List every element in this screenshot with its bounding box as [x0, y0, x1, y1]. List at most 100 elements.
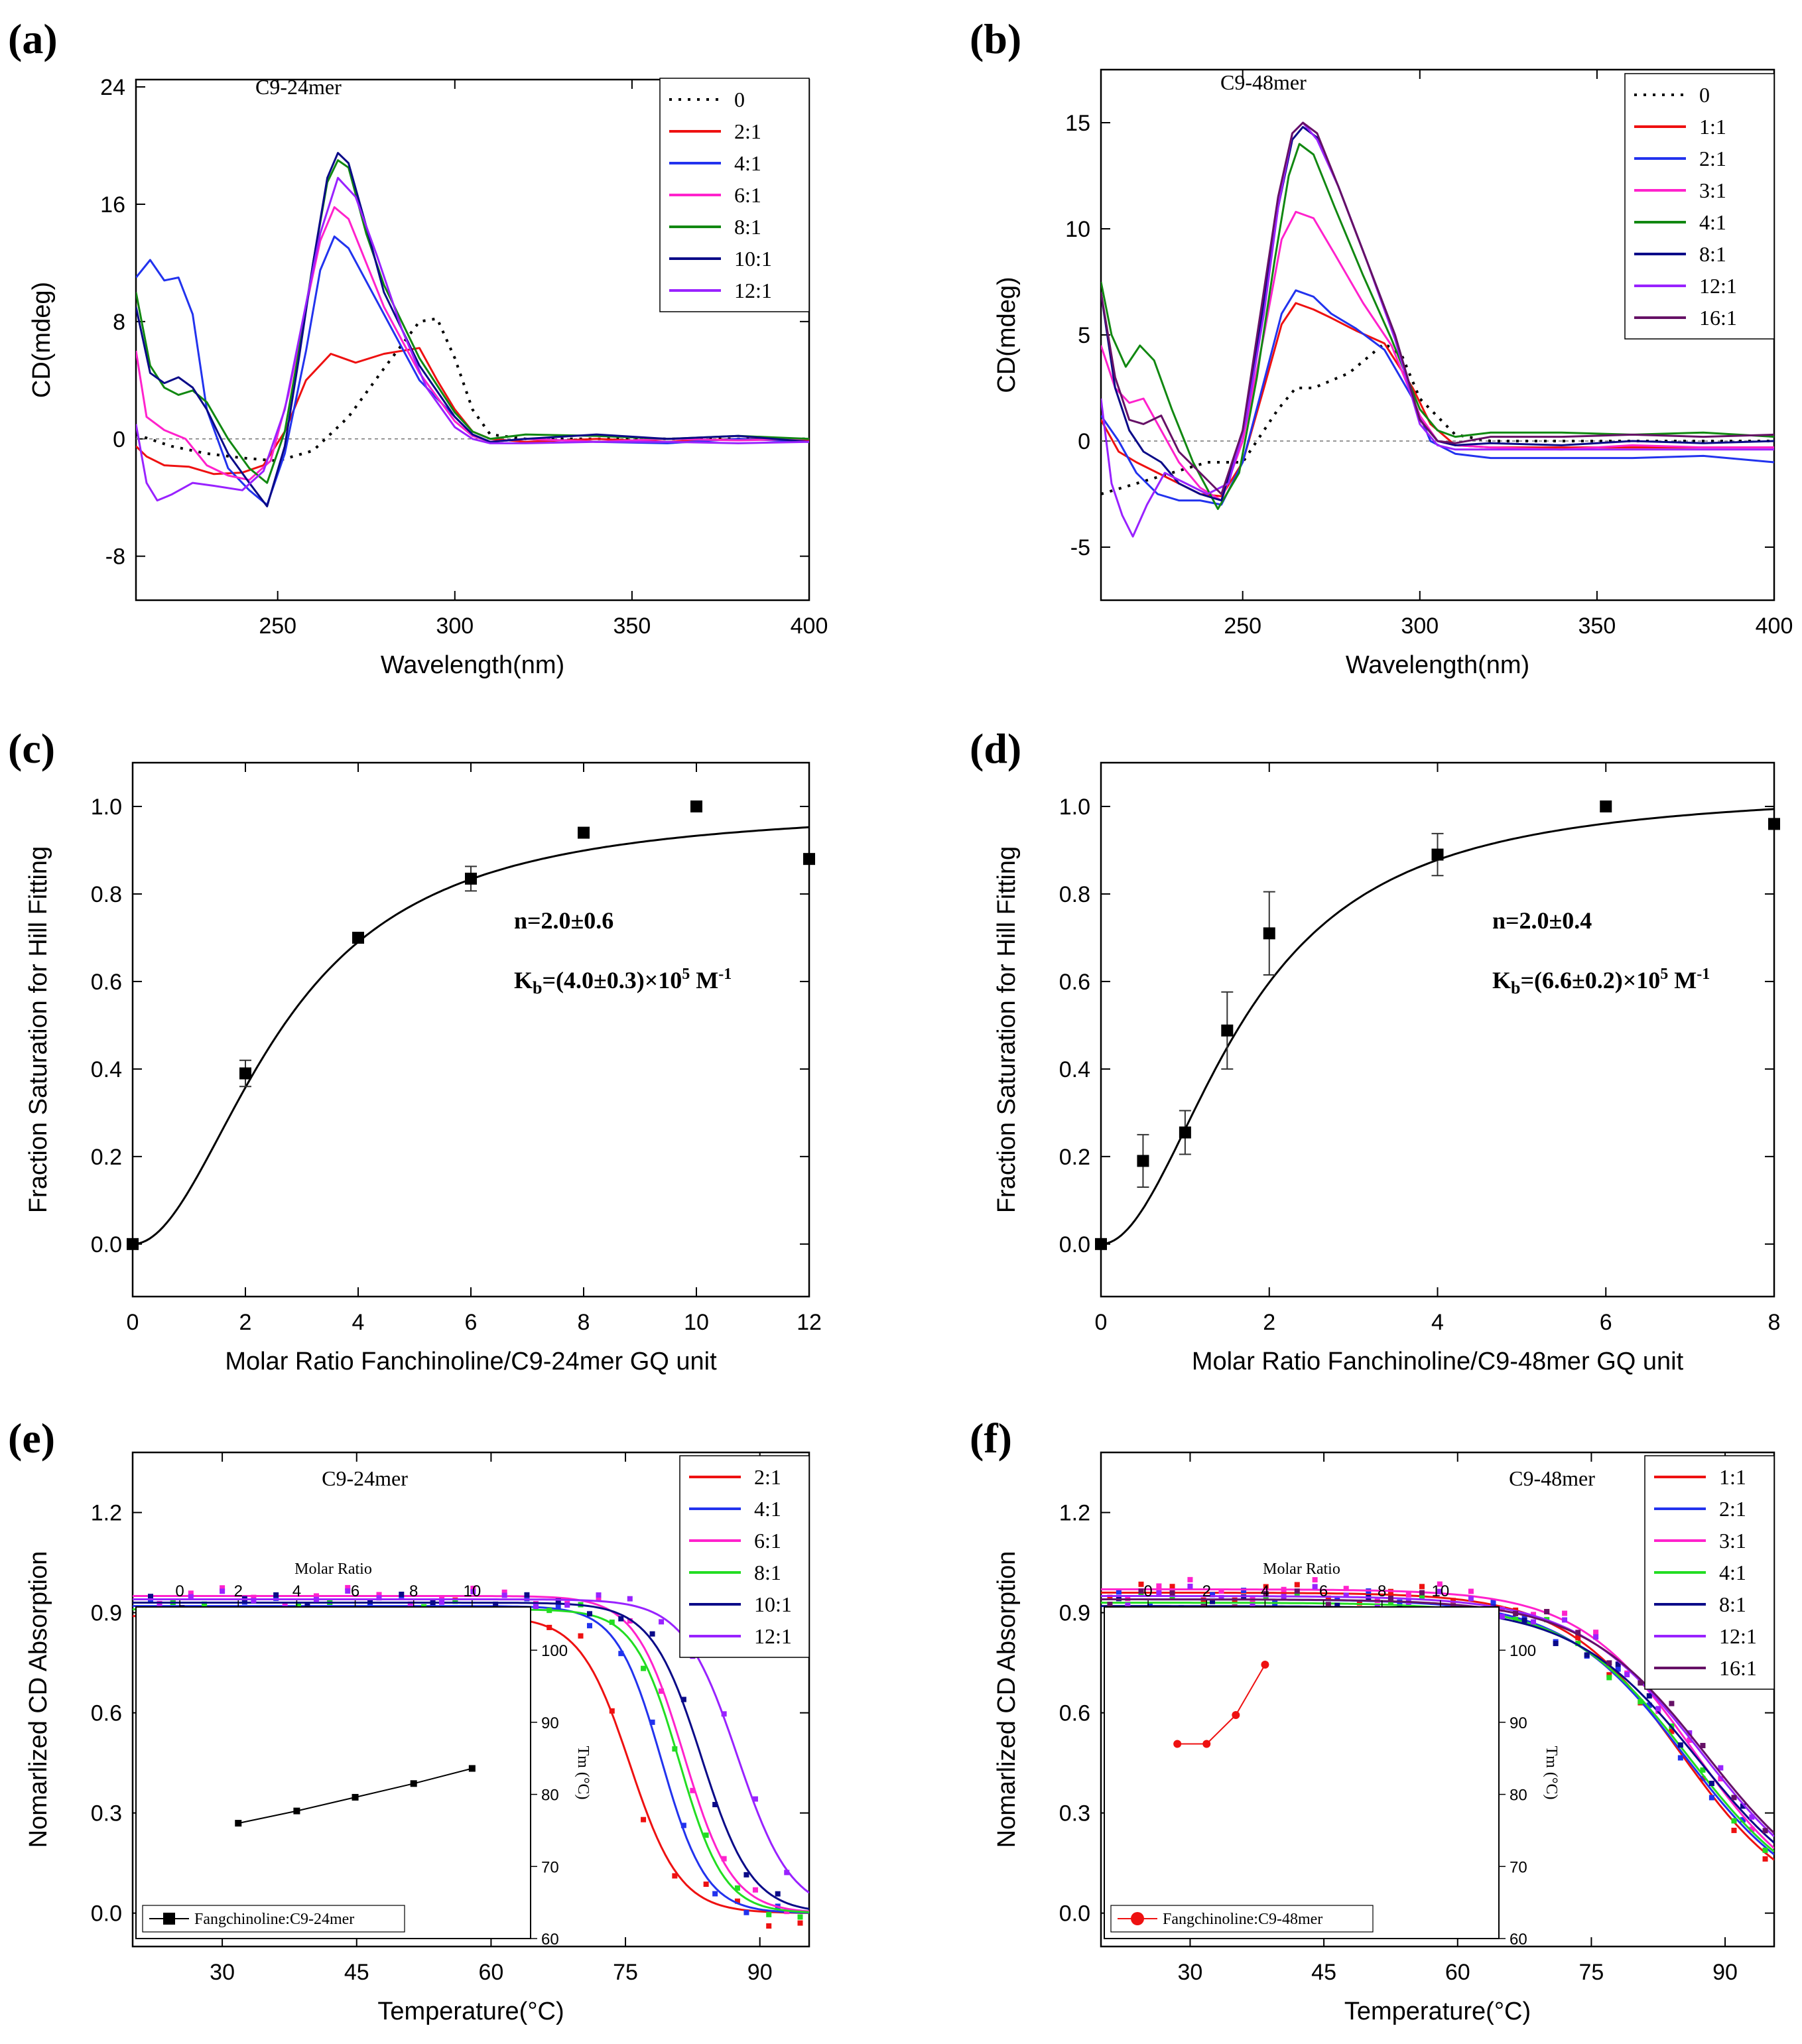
data-point-10:1 [304, 1602, 310, 1608]
series-line-0 [1101, 342, 1774, 495]
legend-entry: 0 [734, 88, 745, 111]
data-point-2:1 [766, 1923, 772, 1929]
data-point-2:1 [797, 1920, 803, 1926]
data-point-16:1 [1294, 1588, 1300, 1594]
inset-legend-label: Fangchinoline:C9-24mer [194, 1911, 354, 1928]
data-point-4:1 [1606, 1675, 1612, 1681]
inset-point [1173, 1740, 1182, 1748]
inset-legend-marker [1131, 1912, 1144, 1925]
inset-legend-marker [163, 1913, 175, 1925]
y-axis-label: Nomarlized CD Absorption [25, 1551, 52, 1848]
inset-x-tick-label: 0 [1143, 1582, 1152, 1600]
data-point-10:1 [680, 1696, 686, 1702]
data-point-12:1 [1250, 1603, 1255, 1609]
inset-x-tick-label: 0 [175, 1582, 184, 1600]
data-point-4:1 [587, 1623, 593, 1629]
panel-label: (b) [970, 15, 1021, 62]
chart-title: C9-24mer [255, 75, 342, 99]
data-point-12:1 [376, 1595, 382, 1601]
inset-y-tick-label: 80 [541, 1787, 559, 1805]
panel-d: (d) 0 2 4 6 8 0.0 0.2 0.4 0.6 0.8 1.0 Molar Ratio Fa… [970, 725, 1780, 1375]
y-tick-label: 5 [1078, 323, 1090, 348]
data-point-10:1 [524, 1592, 530, 1598]
data-point-2:1 [641, 1817, 647, 1822]
binding-constant-annotation: Kb=(4.0±0.3)×105 M-1 [514, 966, 732, 997]
data-point-8:1 [1615, 1661, 1621, 1667]
x-tick-label: 90 [747, 1960, 773, 1985]
data-point-6:1 [470, 1585, 476, 1591]
data-point [803, 853, 815, 865]
data-point-4:1 [399, 1595, 405, 1601]
legend: 1:1 2:1 3:1 4:1 8:1 12:1 16:1 [1644, 1455, 1775, 1690]
legend-entry: 2:1 [734, 119, 761, 143]
plot-frame [135, 78, 810, 602]
inset-x-tick-label: 2 [1202, 1582, 1211, 1600]
data-point-1:1 [1107, 1594, 1113, 1600]
hill-n-annotation: n=2.0±0.4 [1492, 907, 1592, 934]
x-tick-label: 300 [436, 613, 474, 639]
inset-y-tick-label: 80 [1510, 1787, 1527, 1805]
inset-x-tick-label: 6 [351, 1582, 359, 1600]
legend-entry: 4:1 [754, 1497, 781, 1521]
data-point-12:1 [1312, 1584, 1318, 1590]
legend-entry: 4:1 [1699, 210, 1726, 234]
data-point-2:1 [1116, 1589, 1122, 1595]
data-point-4:1 [367, 1602, 373, 1608]
data-point-10:1 [775, 1891, 781, 1897]
data-point-10:1 [430, 1600, 436, 1606]
data-point-4:1 [1575, 1641, 1581, 1647]
data-point-16:1 [1419, 1590, 1425, 1596]
plot-area [136, 152, 809, 507]
inset-frame [1104, 1606, 1500, 1939]
inset-point [1202, 1740, 1211, 1748]
data-point-12:1 [1655, 1706, 1661, 1712]
panel-c: (c) 0 2 4 6 8 10 12 0.0 0.2 0.4 0.6 0.8 1.0 Molar Rati… [8, 725, 822, 1375]
data-point-2:1 [1210, 1592, 1216, 1598]
inset-y-tick-label: 100 [541, 1642, 568, 1660]
data-point-3:1 [1718, 1776, 1724, 1782]
data-point [578, 826, 590, 839]
data-point-8:1 [452, 1598, 458, 1604]
data-point [1179, 1126, 1191, 1139]
data-point-1:1 [1450, 1598, 1456, 1604]
kb-part: M [690, 967, 718, 993]
data-point-10:1 [712, 1801, 718, 1807]
data-point-16:1 [1513, 1610, 1519, 1616]
data-point-4:1 [1513, 1616, 1519, 1622]
x-tick-label: 400 [1756, 613, 1793, 639]
data-point-1:1 [1606, 1672, 1612, 1678]
data-point-6:1 [721, 1856, 727, 1862]
data-point-6:1 [313, 1593, 319, 1599]
inset-line [1177, 1664, 1266, 1745]
x-tick-label: 12 [797, 1310, 822, 1335]
binding-constant-annotation: Kb=(6.6±0.2)×105 M-1 [1492, 966, 1710, 997]
data-point-4:1 [1294, 1592, 1300, 1598]
data-point-2:1 [609, 1708, 615, 1714]
y-tick-label: 0.2 [91, 1145, 122, 1170]
fit-curve-12:1 [1101, 1595, 1774, 1838]
data-point-1:1 [1575, 1635, 1581, 1641]
inset-x-tick-label: 8 [1378, 1582, 1386, 1600]
legend-entry: 3:1 [1699, 178, 1726, 202]
data-point-16:1 [1575, 1629, 1581, 1635]
y-tick-label: 0.0 [1059, 1232, 1090, 1257]
kb-part: 5 [682, 966, 690, 983]
panel-label: (e) [8, 1415, 55, 1462]
fit-curve-10:1 [133, 1602, 809, 1910]
data-point-12:1 [1624, 1672, 1630, 1678]
y-tick-label: 0.6 [91, 970, 122, 995]
legend-entry: 3:1 [1719, 1529, 1746, 1553]
x-axis-label: Wavelength(nm) [381, 651, 564, 679]
y-tick-label: 0.0 [1059, 1901, 1090, 1927]
y-tick-label: 10 [1065, 217, 1090, 242]
data-point-12:1 [1218, 1594, 1224, 1600]
data-point-4:1 [1138, 1592, 1144, 1598]
data-point-3:1 [1687, 1737, 1693, 1743]
x-tick-label: 90 [1712, 1960, 1738, 1985]
x-tick-label: 30 [1178, 1960, 1203, 1985]
data-point-2:1 [578, 1633, 584, 1639]
series-line-12:1 [136, 176, 809, 502]
x-tick-label: 4 [352, 1310, 365, 1335]
x-tick-label: 250 [1224, 613, 1261, 639]
legend-entry: 2:1 [1699, 147, 1726, 170]
